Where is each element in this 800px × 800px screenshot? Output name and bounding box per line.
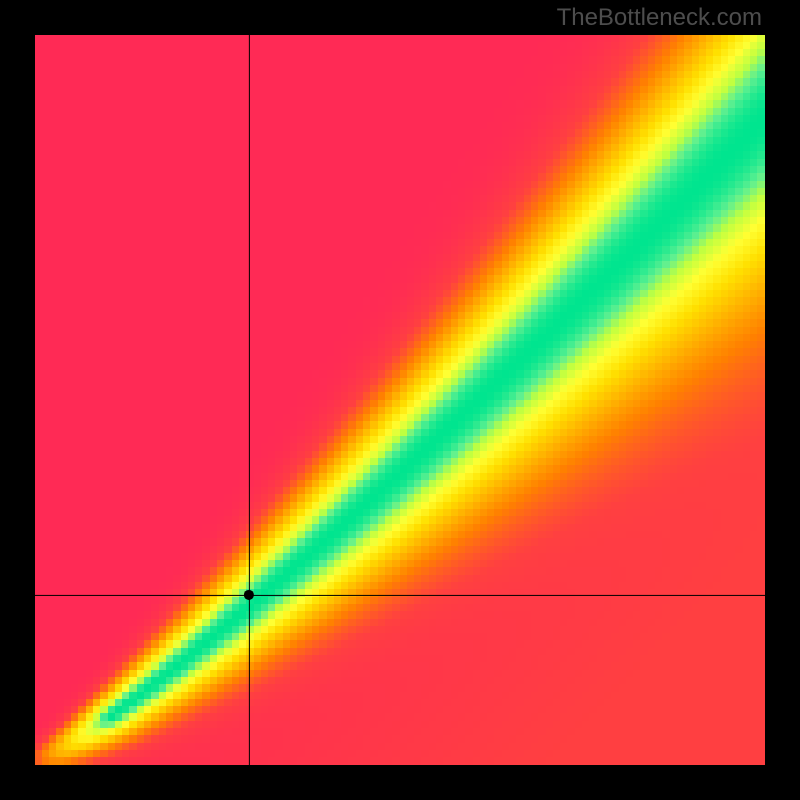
bottleneck-heatmap bbox=[35, 35, 765, 765]
chart-container: TheBottleneck.com bbox=[0, 0, 800, 800]
watermark-text: TheBottleneck.com bbox=[557, 4, 762, 32]
